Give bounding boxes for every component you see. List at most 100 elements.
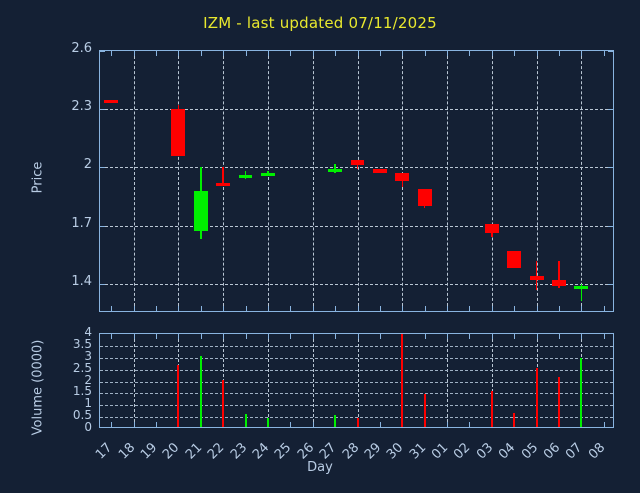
price-axis-tick — [608, 167, 613, 169]
day-axis-tick — [111, 306, 113, 311]
day-gridline — [133, 51, 135, 311]
volume-tick-label: 3.5 — [72, 336, 92, 351]
day-gridline — [447, 334, 449, 427]
day-axis-tick — [133, 306, 135, 311]
price-tick-label: 2.3 — [71, 99, 92, 115]
day-axis-tick — [223, 51, 225, 56]
day-axis-tick — [559, 334, 561, 339]
price-axis-tick — [100, 109, 105, 111]
candle-wick — [580, 283, 583, 302]
candle-body — [193, 190, 208, 232]
day-axis-tick — [424, 334, 426, 339]
price-axis-tick — [608, 225, 613, 227]
day-axis-tick — [290, 306, 292, 311]
day-axis-tick — [312, 422, 314, 427]
day-gridline — [536, 51, 538, 311]
price-axis-tick — [100, 51, 105, 52]
volume-tick-label: 2.5 — [72, 360, 92, 375]
volume-tick-label: 0.5 — [72, 408, 92, 423]
day-axis-tick — [133, 422, 135, 427]
day-axis-tick — [335, 334, 337, 339]
day-axis-tick — [491, 334, 493, 339]
volume-tick-label: 1.5 — [72, 384, 92, 399]
volume-bar — [356, 417, 359, 427]
day-axis-tick — [312, 51, 314, 56]
day-gridline — [357, 334, 359, 427]
day-axis-tick — [581, 306, 583, 311]
day-axis-tick — [111, 51, 113, 56]
day-axis-tick — [379, 51, 381, 56]
candle-body — [238, 175, 253, 179]
candle-body — [484, 223, 499, 234]
day-axis-tick — [155, 334, 157, 339]
day-axis-tick — [581, 334, 583, 339]
day-axis-tick — [245, 334, 247, 339]
candle-body — [350, 159, 365, 166]
candle-body — [395, 173, 410, 182]
day-axis-tick — [312, 306, 314, 311]
candle-body — [574, 285, 589, 289]
day-axis-tick — [581, 51, 583, 56]
candle-body — [104, 99, 119, 104]
day-axis-tick — [335, 51, 337, 56]
day-axis-tick — [200, 51, 202, 56]
volume-gridline — [100, 357, 613, 359]
volume-gridline — [100, 405, 613, 407]
price-gridline — [100, 225, 613, 227]
price-axis-tick — [100, 283, 105, 285]
day-axis-tick — [424, 306, 426, 311]
day-axis-tick — [379, 334, 381, 339]
day-axis-tick — [290, 422, 292, 427]
day-axis-tick — [536, 306, 538, 311]
day-axis-tick — [379, 422, 381, 427]
volume-tick-label: 3 — [84, 348, 92, 363]
volume-bar — [222, 379, 225, 427]
day-axis-tick — [559, 51, 561, 56]
day-gridline — [133, 334, 135, 427]
day-axis-tick — [491, 51, 493, 56]
day-axis-tick — [200, 334, 202, 339]
candle-wick — [244, 171, 247, 180]
day-axis-tick — [267, 334, 269, 339]
day-axis-tick — [223, 334, 225, 339]
day-axis-tick — [178, 306, 180, 311]
day-axis-tick — [155, 51, 157, 56]
day-axis-tick — [133, 51, 135, 56]
day-gridline — [178, 51, 180, 311]
day-axis-tick — [178, 51, 180, 56]
volume-tick-label: 2 — [84, 372, 92, 387]
day-axis-tick — [447, 334, 449, 339]
day-axis-tick — [603, 51, 605, 56]
volume-bar — [558, 377, 561, 427]
day-axis-tick — [447, 422, 449, 427]
day-axis-tick — [514, 51, 516, 56]
day-axis-tick — [245, 51, 247, 56]
volume-tick-label: 0 — [84, 420, 92, 434]
candle-body — [171, 109, 186, 156]
day-axis-tick — [111, 334, 113, 339]
price-gridline — [100, 283, 613, 285]
candle-body — [552, 280, 566, 286]
day-gridline — [357, 51, 359, 311]
day-axis-tick — [424, 51, 426, 56]
volume-bar — [580, 358, 583, 427]
day-axis-tick — [603, 422, 605, 427]
day-gridline — [491, 334, 493, 427]
day-axis-tick — [155, 306, 157, 311]
volume-bar — [535, 367, 538, 427]
candle-wick — [334, 163, 336, 174]
day-axis-tick — [514, 306, 516, 311]
volume-plot-area — [99, 333, 614, 428]
volume-gridline — [100, 369, 613, 371]
chart-title: IZM - last updated 07/11/2025 — [203, 14, 437, 32]
day-axis-tick — [536, 334, 538, 339]
day-gridline — [312, 51, 314, 311]
candle-body — [417, 188, 432, 207]
day-axis-tick — [178, 334, 180, 339]
day-gridline — [267, 334, 269, 427]
volume-bar — [401, 334, 404, 427]
day-axis-tick — [267, 51, 269, 56]
day-axis-tick — [536, 51, 538, 56]
volume-bar — [513, 412, 516, 427]
volume-bar — [334, 415, 337, 427]
